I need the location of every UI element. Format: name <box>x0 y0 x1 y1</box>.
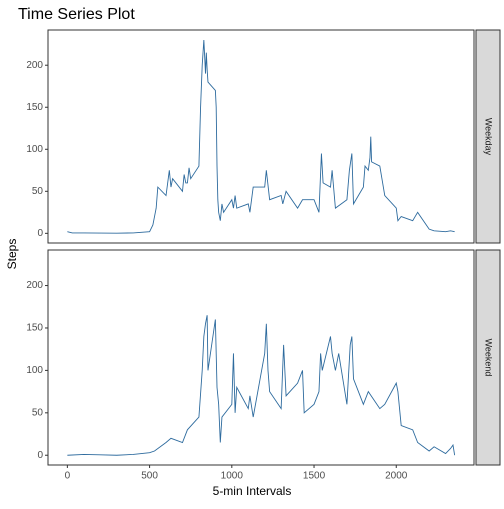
chart-title: Time Series Plot <box>18 6 135 23</box>
x-axis-label: 5-min Intervals <box>213 484 292 498</box>
y-tick-label: 0 <box>37 228 43 239</box>
y-axis-label: Steps <box>5 239 19 270</box>
y-tick-label: 150 <box>26 323 43 334</box>
y-tick-label: 100 <box>26 365 43 376</box>
strip <box>475 249 501 466</box>
x-tick-label: 2000 <box>385 471 408 482</box>
y-tick-label: 200 <box>26 280 43 291</box>
y-tick-label: 200 <box>26 60 43 71</box>
y-tick-label: 50 <box>32 407 44 418</box>
x-tick-label: 1000 <box>221 471 244 482</box>
strip-label: Weekday <box>484 118 494 156</box>
y-tick-label: 150 <box>26 102 43 113</box>
y-tick-label: 50 <box>32 186 44 197</box>
y-tick-label: 100 <box>26 144 43 155</box>
panel <box>47 29 475 244</box>
x-tick-label: 1500 <box>303 471 326 482</box>
x-tick-label: 0 <box>65 471 71 482</box>
line <box>67 315 456 456</box>
y-tick-label: 0 <box>37 450 43 461</box>
strip-label: Weekend <box>484 339 494 377</box>
x-tick-label: 500 <box>141 471 158 482</box>
line <box>67 39 455 234</box>
strip <box>475 29 501 244</box>
panel <box>47 249 475 466</box>
